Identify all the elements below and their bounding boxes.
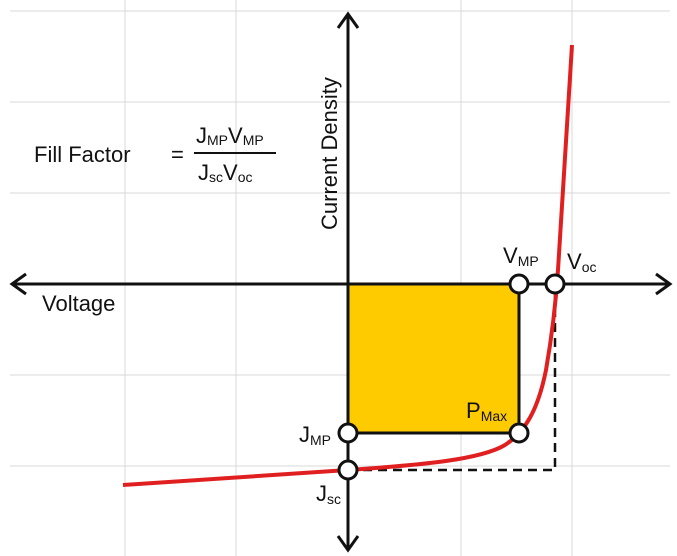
- j-sc-point: [337, 459, 359, 481]
- formula-denominator: JscVoc: [198, 160, 252, 185]
- jsc-voc-dashed-rectangle: [348, 284, 557, 472]
- formula-equals: =: [171, 142, 184, 167]
- y-axis-bottom-arrow: [336, 535, 360, 553]
- v-oc-label: Voc: [567, 249, 596, 275]
- j-mp-label: JMP: [299, 422, 331, 448]
- max-power-rectangle: [346, 282, 521, 435]
- iv-curve: [122, 44, 574, 487]
- formula-lhs: Fill Factor: [34, 142, 131, 167]
- v-oc-point: [544, 273, 566, 295]
- formula-numerator: JMPVMP: [196, 123, 264, 148]
- v-mp-point: [508, 273, 530, 295]
- fill-factor-formula: Fill Factor = JMPVMP JscVoc: [34, 123, 276, 185]
- p-max-point: [508, 422, 530, 444]
- j-mp-point: [337, 422, 359, 444]
- x-axis-left-arrow: [9, 272, 27, 296]
- x-axis-right-arrow: [655, 272, 673, 296]
- x-axis-label: Voltage: [42, 291, 115, 316]
- j-sc-label: Jsc: [316, 481, 341, 507]
- y-axis-top-arrow: [336, 11, 360, 29]
- v-mp-label: VMP: [503, 243, 539, 269]
- p-max-label: PMax: [466, 398, 507, 424]
- y-axis-label: Current Density: [317, 77, 342, 230]
